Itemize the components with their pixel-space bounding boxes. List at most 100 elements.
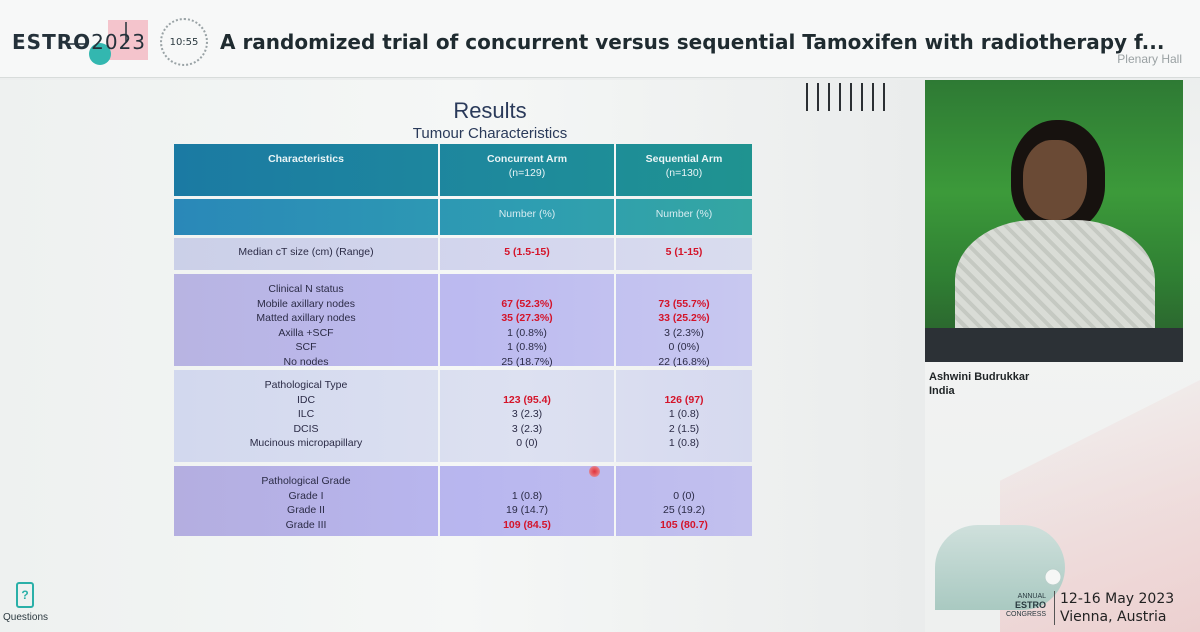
- item-value: 25 (19.2): [662, 504, 706, 517]
- bar-mark: [806, 83, 808, 111]
- talk-title: A randomized trial of concurrent versus …: [220, 30, 1165, 54]
- item-value: 1 (0.8): [668, 437, 700, 450]
- item-value: 3 (2.3): [511, 422, 543, 435]
- section-heading: Clinical N status: [268, 283, 344, 295]
- item-label: Mobile axillary nodes: [256, 297, 356, 310]
- item-label: DCIS: [293, 422, 319, 435]
- item-value: 19 (14.7): [505, 504, 549, 517]
- item-value: 105 (80.7): [660, 518, 708, 531]
- item-label: Mucinous micropapillary: [249, 437, 363, 450]
- item-label: IDC: [296, 393, 316, 406]
- brand-shape: [935, 525, 1065, 610]
- units-empty: [174, 199, 440, 235]
- slide-subtitle: Tumour Characteristics: [412, 125, 568, 142]
- item-value: 126 (97): [664, 393, 704, 406]
- path-type-labels: Pathological Type IDC ILC DCIS Mucinous …: [174, 370, 440, 462]
- logo-year: 2023: [91, 30, 147, 54]
- header-concurrent: Concurrent Arm (n=129): [440, 144, 616, 196]
- item-label: Matted axillary nodes: [256, 312, 356, 325]
- brand-divider: [1054, 591, 1055, 625]
- header-sequential: Sequential Arm (n=130): [616, 144, 752, 196]
- speaker-country: India: [929, 385, 955, 397]
- units-sequential: Number (%): [655, 208, 713, 220]
- lectern: [925, 328, 1183, 362]
- header-label: Concurrent Arm: [486, 153, 568, 165]
- item-value: 0 (0): [516, 437, 538, 450]
- item-value: 25 (18.7%): [501, 355, 553, 368]
- speaker-caption: Ashwini Budrukkar India: [929, 370, 1029, 398]
- item-label: Axilla +SCF: [278, 326, 334, 339]
- item-value: 123 (95.4): [503, 393, 551, 406]
- slide-bars-decoration: [806, 83, 906, 111]
- path-grade-labels: Pathological Grade Grade I Grade II Grad…: [174, 466, 440, 536]
- logo-text: ESTRO2023: [12, 30, 146, 54]
- table-row-clinical-n: Clinical N status Mobile axillary nodes …: [174, 274, 752, 368]
- speaker-face: [1023, 140, 1087, 220]
- path-type-sequential: 126 (97) 1 (0.8) 2 (1.5) 1 (0.8): [616, 370, 752, 462]
- speaker-video[interactable]: [925, 80, 1183, 362]
- congress-dates: 12-16 May 2023 Vienna, Austria: [1060, 590, 1174, 626]
- laser-pointer-dot: [589, 466, 600, 477]
- item-value: 109 (84.5): [503, 518, 551, 531]
- item-value: 35 (27.3%): [501, 312, 553, 325]
- table-row-pathological-type: Pathological Type IDC ILC DCIS Mucinous …: [174, 370, 752, 462]
- bar-mark: [839, 83, 841, 111]
- item-value: 1 (0.8): [668, 408, 700, 421]
- table-header-row: Characteristics Concurrent Arm (n=129) S…: [174, 144, 752, 196]
- item-value: 33 (25.2%): [658, 312, 710, 325]
- congress-city: Vienna, Austria: [1060, 609, 1167, 625]
- clinical-n-labels: Clinical N status Mobile axillary nodes …: [174, 274, 440, 368]
- bar-mark: [850, 83, 852, 111]
- questions-label[interactable]: Questions: [3, 612, 49, 623]
- estro-logo: ESTRO2023: [8, 16, 158, 68]
- congress-brand: ANNUAL ESTRO CONGRESS: [1006, 593, 1046, 619]
- section-heading: Pathological Grade: [261, 475, 351, 487]
- presentation-slide: Results Tumour Characteristics Character…: [0, 80, 925, 632]
- row-concurrent: 5 (1.5-15): [440, 238, 616, 270]
- session-header: ESTRO2023 10:55 A randomized trial of co…: [0, 0, 1200, 78]
- questions-icon[interactable]: ?: [16, 582, 34, 608]
- bar-mark: [861, 83, 863, 111]
- item-value: 1 (0.8): [511, 489, 543, 502]
- header-characteristics: Characteristics: [174, 144, 440, 196]
- clinical-n-concurrent: 67 (52.3%) 35 (27.3%) 1 (0.8%) 1 (0.8%) …: [440, 274, 616, 368]
- path-grade-concurrent: 1 (0.8) 19 (14.7) 109 (84.5): [440, 466, 616, 536]
- brand-dot-icon: [1044, 568, 1062, 586]
- item-value: 3 (2.3): [511, 408, 543, 421]
- header-n: (n=129): [508, 167, 546, 179]
- item-label: SCF: [295, 341, 317, 354]
- header-label: Sequential Arm: [645, 153, 723, 165]
- slide-title: Results: [453, 98, 527, 123]
- units-concurrent: Number (%): [440, 199, 616, 235]
- item-value: 22 (16.8%): [658, 355, 710, 368]
- item-label: Grade III: [285, 518, 327, 531]
- results-table: Characteristics Concurrent Arm (n=129) S…: [174, 144, 752, 610]
- clinical-n-sequential: 73 (55.7%) 33 (25.2%) 3 (2.3%) 0 (0%) 22…: [616, 274, 752, 368]
- item-label: Grade II: [287, 504, 325, 517]
- bar-mark: [872, 83, 874, 111]
- congress-line3: CONGRESS: [1006, 611, 1047, 618]
- logo-brand: ESTRO: [12, 30, 92, 54]
- bar-mark: [817, 83, 819, 111]
- table-row-pathological-grade: Pathological Grade Grade I Grade II Grad…: [174, 466, 752, 536]
- item-value: 1 (0.8%): [507, 341, 547, 354]
- row-sequential: 5 (1-15): [665, 246, 703, 258]
- item-value: 1 (0.8%): [507, 326, 547, 339]
- congress-line2: ESTRO: [1015, 600, 1047, 610]
- header-n: (n=130): [665, 167, 703, 179]
- congress-line1: ANNUAL: [1017, 593, 1047, 600]
- item-value: 73 (55.7%): [658, 297, 710, 310]
- speaker-name: Ashwini Budrukkar: [929, 371, 1030, 383]
- table-row: Median cT size (cm) (Range) 5 (1.5-15) 5…: [174, 238, 752, 270]
- item-label: Grade I: [288, 489, 324, 502]
- path-type-concurrent: 123 (95.4) 3 (2.3) 3 (2.3) 0 (0): [440, 370, 616, 462]
- bar-mark: [828, 83, 830, 111]
- path-grade-sequential: 0 (0) 25 (19.2) 105 (80.7): [616, 466, 752, 536]
- item-value: 0 (0): [673, 489, 695, 502]
- header-label: Characteristics: [268, 153, 344, 165]
- table-units-row: Number (%) Number (%): [174, 199, 752, 235]
- item-value: 3 (2.3%): [664, 326, 704, 339]
- congress-date-range: 12-16 May 2023: [1060, 591, 1175, 607]
- room-label: Plenary Hall: [1117, 52, 1182, 66]
- logo-graphic-icon: [66, 20, 148, 65]
